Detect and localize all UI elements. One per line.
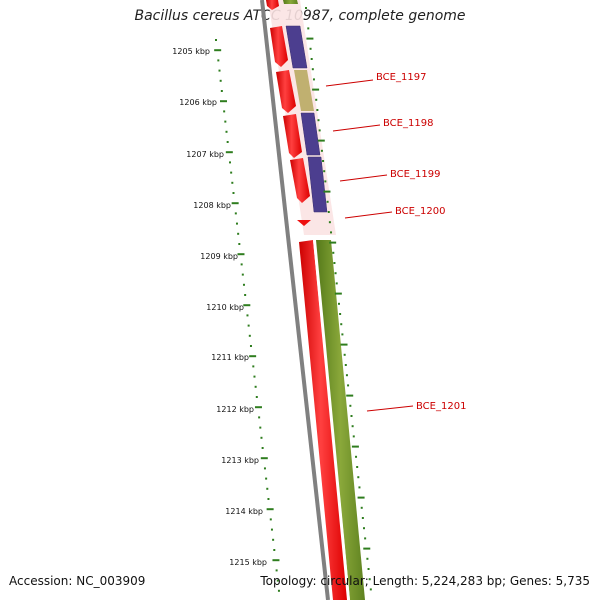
scale-label: 1208 kbp xyxy=(193,201,231,210)
scale-label: 1212 kbp xyxy=(216,405,254,414)
scale-ticks xyxy=(214,39,280,592)
cds-arrow-small[interactable] xyxy=(297,220,311,226)
genome-backbone xyxy=(260,0,330,600)
feature-block-purple[interactable] xyxy=(300,112,321,156)
scale-label: 1215 kbp xyxy=(229,558,267,567)
cds-arrow[interactable] xyxy=(283,114,302,158)
feature-block-green[interactable] xyxy=(283,0,298,4)
leader-line-bce-1198 xyxy=(332,124,381,132)
leader-line-bce-1201 xyxy=(366,405,414,412)
gene-label-bce-1200[interactable]: BCE_1200 xyxy=(395,206,445,217)
scale-label: 1209 kbp xyxy=(200,252,238,261)
leader-line-bce-1197 xyxy=(325,79,374,87)
gene-label-lines xyxy=(325,79,414,412)
cds-arrow[interactable] xyxy=(290,158,310,203)
cds-arrow[interactable] xyxy=(266,0,279,10)
gene-label-bce-1198[interactable]: BCE_1198 xyxy=(383,118,433,129)
scale-label: 1211 kbp xyxy=(211,353,249,362)
gene-label-bce-1201[interactable]: BCE_1201 xyxy=(416,401,466,412)
feature-block-khaki[interactable] xyxy=(294,70,314,111)
feature-block-purple[interactable] xyxy=(285,25,308,69)
cds-arrow[interactable] xyxy=(270,26,288,67)
cds-bce-1201[interactable] xyxy=(299,240,347,600)
gene-labels: BCE_1197 BCE_1198 BCE_1199 BCE_1200 BCE_… xyxy=(376,72,466,412)
scale-labels: 1205 kbp 1206 kbp 1207 kbp 1208 kbp 1209… xyxy=(172,47,267,567)
scale-label: 1210 kbp xyxy=(206,303,244,312)
scale-label: 1214 kbp xyxy=(225,507,263,516)
feature-divider xyxy=(313,239,350,600)
gene-label-bce-1197[interactable]: BCE_1197 xyxy=(376,72,426,83)
feature-long-green[interactable] xyxy=(316,240,365,600)
feature-block-purple[interactable] xyxy=(307,156,328,213)
genome-stats-text: Topology: circular; Length: 5,224,283 bp… xyxy=(260,574,590,588)
outer-ticks xyxy=(305,7,372,591)
leader-line-bce-1200 xyxy=(344,211,393,219)
leader-line-bce-1199 xyxy=(339,174,388,182)
scale-label: 1205 kbp xyxy=(172,47,210,56)
accession-text: Accession: NC_003909 xyxy=(9,574,146,588)
cds-arrow[interactable] xyxy=(276,70,296,113)
scale-label: 1213 kbp xyxy=(221,456,259,465)
scale-label: 1207 kbp xyxy=(186,150,224,159)
scale-label: 1206 kbp xyxy=(179,98,217,107)
gene-label-bce-1199[interactable]: BCE_1199 xyxy=(390,169,440,180)
